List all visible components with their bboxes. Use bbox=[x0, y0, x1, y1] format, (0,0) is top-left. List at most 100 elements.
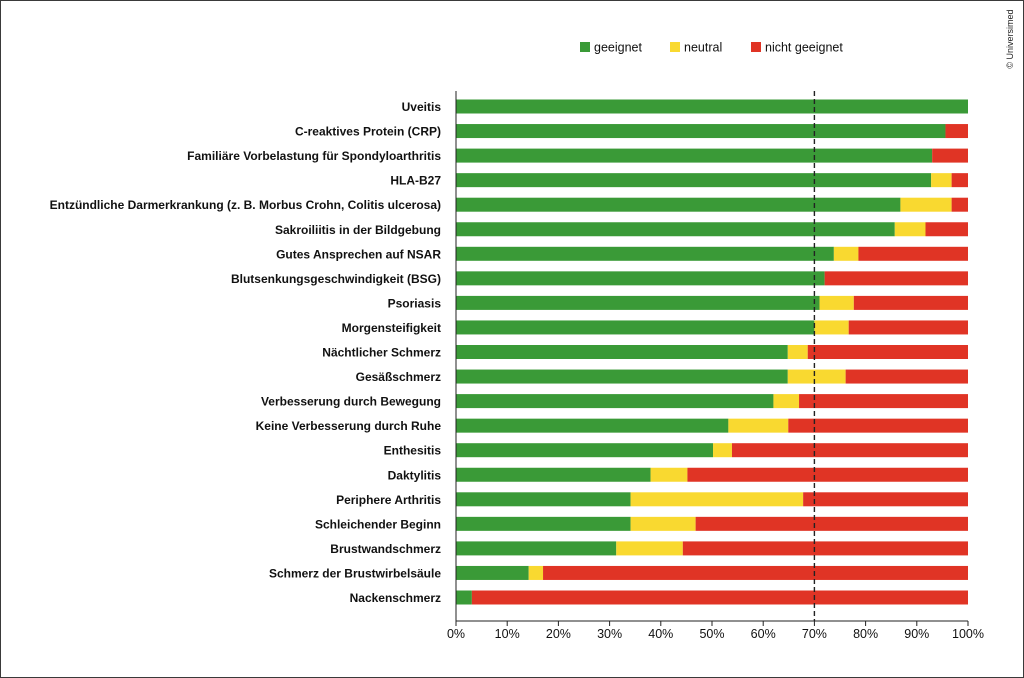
x-tick-label-4: 40% bbox=[648, 627, 673, 641]
bar-11-neutral bbox=[787, 369, 846, 384]
category-label-18: Brustwandschmerz bbox=[330, 542, 441, 556]
bar-16-nicht-geeignet bbox=[803, 492, 968, 507]
bar-3-geeignet bbox=[456, 173, 932, 188]
bar-15-geeignet bbox=[456, 467, 651, 482]
bar-10-neutral bbox=[787, 345, 808, 359]
bar-1-nicht-geeignet bbox=[945, 124, 968, 139]
bar-14-geeignet bbox=[456, 443, 714, 458]
bar-3-neutral bbox=[931, 173, 952, 188]
bar-12-geeignet bbox=[456, 394, 774, 409]
bar-16-geeignet bbox=[456, 492, 631, 507]
legend-swatch-0 bbox=[580, 42, 590, 52]
credit-text: © Universimed bbox=[1005, 9, 1015, 69]
bar-9-nicht-geeignet bbox=[848, 320, 968, 335]
x-tick-label-8: 80% bbox=[853, 627, 878, 641]
bar-7-nicht-geeignet bbox=[824, 271, 968, 286]
bar-11-nicht-geeignet bbox=[845, 369, 968, 384]
bar-8-geeignet bbox=[456, 295, 820, 310]
bar-13-neutral bbox=[728, 418, 789, 433]
bar-20-geeignet bbox=[456, 590, 472, 605]
bar-4-neutral bbox=[900, 197, 952, 212]
bar-14-nicht-geeignet bbox=[731, 443, 968, 458]
legend-label-1: neutral bbox=[684, 41, 722, 55]
category-labels: Uveitis C-reaktives Protein (CRP) Familiär… bbox=[50, 100, 442, 605]
x-tick-label-0: 0% bbox=[447, 627, 465, 641]
bar-17-neutral bbox=[630, 516, 696, 531]
bar-5-nicht-geeignet bbox=[925, 222, 968, 237]
bar-8-nicht-geeignet bbox=[853, 295, 968, 310]
category-label-20: Nackenschmerz bbox=[350, 591, 441, 605]
category-label-8: Psoriasis bbox=[388, 296, 442, 310]
category-label-10: Nächtlicher Schmerz bbox=[322, 346, 441, 360]
legend-label-0: geeignet bbox=[594, 41, 642, 55]
bar-15-neutral bbox=[650, 467, 688, 482]
bar-3-nicht-geeignet bbox=[951, 173, 968, 188]
bar-7-geeignet bbox=[456, 271, 825, 286]
bar-2-nicht-geeignet bbox=[932, 148, 968, 163]
bar-9-neutral bbox=[814, 320, 849, 335]
bar-18-nicht-geeignet bbox=[682, 541, 968, 556]
legend-swatch-2 bbox=[751, 42, 761, 52]
category-label-2: Familiäre Vorbelastung für Spondyloarthr… bbox=[187, 149, 441, 163]
bar-16-neutral bbox=[630, 492, 804, 507]
bar-6-geeignet bbox=[456, 246, 834, 261]
category-label-19: Schmerz der Brustwirbelsäule bbox=[269, 566, 441, 580]
bar-4-geeignet bbox=[456, 197, 901, 212]
x-tick-label-9: 90% bbox=[904, 627, 929, 641]
category-label-4: Entzündliche Darmerkrankung (z. B. Morbu… bbox=[50, 198, 441, 212]
category-label-11: Gesäßschmerz bbox=[356, 370, 441, 384]
bar-17-geeignet bbox=[456, 516, 631, 531]
category-label-15: Daktylitis bbox=[388, 468, 442, 482]
category-label-17: Schleichender Beginn bbox=[315, 517, 441, 531]
bar-10-geeignet bbox=[456, 345, 788, 359]
bar-18-neutral bbox=[616, 541, 683, 556]
x-tick-label-2: 20% bbox=[546, 627, 571, 641]
x-tick-label-5: 50% bbox=[699, 627, 724, 641]
bar-12-nicht-geeignet bbox=[799, 394, 968, 409]
bar-6-neutral bbox=[833, 246, 859, 261]
bar-5-geeignet bbox=[456, 222, 895, 237]
bar-19-geeignet bbox=[456, 565, 529, 580]
category-label-5: Sakroiliitis in der Bildgebung bbox=[275, 223, 441, 237]
bar-9-geeignet bbox=[456, 320, 815, 335]
bar-2-geeignet bbox=[456, 148, 933, 163]
category-label-0: Uveitis bbox=[402, 100, 442, 114]
category-label-3: HLA-B27 bbox=[390, 174, 441, 188]
bar-13-nicht-geeignet bbox=[788, 418, 968, 433]
bar-1-geeignet bbox=[456, 124, 946, 139]
bar-0-geeignet bbox=[456, 99, 968, 114]
legend-swatch-1 bbox=[670, 42, 680, 52]
category-label-6: Gutes Ansprechen auf NSAR bbox=[276, 247, 441, 261]
x-axis-ticks: 0% 10% 20% 30% 40% 50% 60% 70% 80% 90% 100% bbox=[447, 621, 984, 641]
bar-10-nicht-geeignet bbox=[807, 345, 968, 359]
bar-17-nicht-geeignet bbox=[695, 516, 968, 531]
bar-12-neutral bbox=[773, 394, 800, 409]
category-label-13: Keine Verbesserung durch Ruhe bbox=[256, 419, 442, 433]
x-tick-label-10: 100% bbox=[952, 627, 984, 641]
bar-19-nicht-geeignet bbox=[543, 565, 968, 580]
bar-11-geeignet bbox=[456, 369, 788, 384]
bar-13-geeignet bbox=[456, 418, 729, 433]
bar-14-neutral bbox=[713, 443, 732, 458]
bars bbox=[456, 99, 968, 605]
bar-20-nicht-geeignet bbox=[471, 590, 968, 605]
bar-5-neutral bbox=[894, 222, 926, 237]
bar-18-geeignet bbox=[456, 541, 617, 556]
bar-4-nicht-geeignet bbox=[951, 197, 968, 212]
legend-label-2: nicht geeignet bbox=[765, 41, 843, 55]
bar-6-nicht-geeignet bbox=[858, 246, 968, 261]
category-label-9: Morgensteifigkeit bbox=[342, 321, 441, 335]
category-label-16: Periphere Arthritis bbox=[336, 493, 441, 507]
category-label-1: C-reaktives Protein (CRP) bbox=[295, 125, 441, 139]
x-tick-label-7: 70% bbox=[802, 627, 827, 641]
category-label-14: Enthesitis bbox=[384, 444, 442, 458]
category-label-7: Blutsenkungsgeschwindigkeit (BSG) bbox=[231, 272, 441, 286]
legend: geeignet neutral nicht geeignet bbox=[580, 41, 843, 55]
x-tick-label-1: 10% bbox=[495, 627, 520, 641]
bar-19-neutral bbox=[528, 565, 544, 580]
x-tick-label-6: 60% bbox=[751, 627, 776, 641]
bar-8-neutral bbox=[819, 295, 854, 310]
bar-15-nicht-geeignet bbox=[687, 467, 968, 482]
credit: © Universimed bbox=[1004, 8, 1016, 70]
